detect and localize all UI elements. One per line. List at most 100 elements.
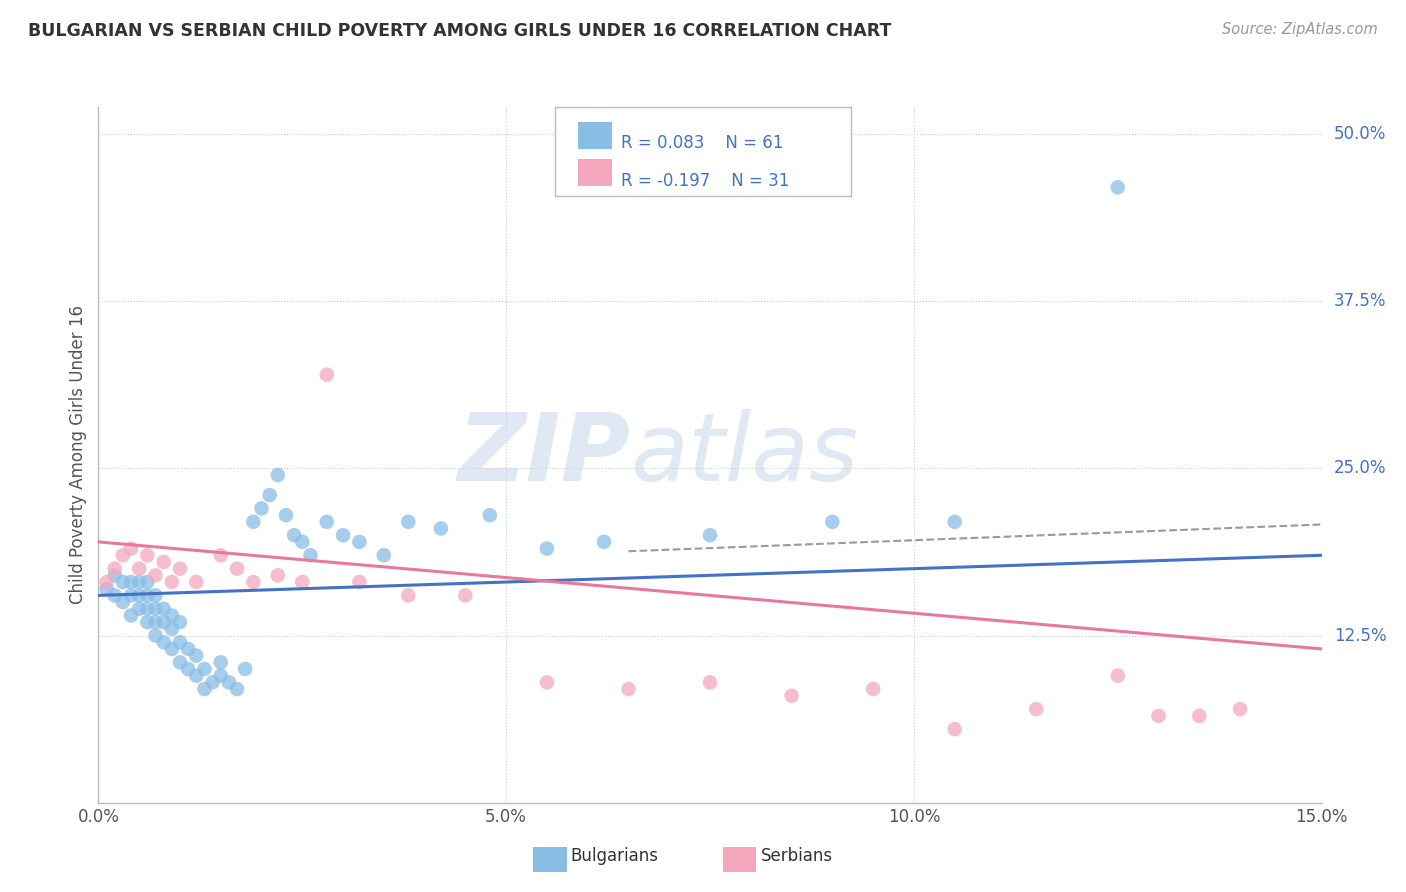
Point — [1107, 180, 1129, 194]
Point — [186, 648, 208, 663]
Point — [1107, 669, 1129, 683]
Point — [193, 681, 215, 696]
Point — [104, 589, 127, 603]
Point — [152, 615, 174, 630]
Point — [209, 548, 232, 563]
Point — [120, 608, 142, 623]
Point — [104, 562, 127, 576]
Point — [396, 515, 419, 529]
Text: 50.0%: 50.0% — [1334, 125, 1386, 143]
Text: Source: ZipAtlas.com: Source: ZipAtlas.com — [1222, 22, 1378, 37]
Point — [780, 689, 803, 703]
Text: BULGARIAN VS SERBIAN CHILD POVERTY AMONG GIRLS UNDER 16 CORRELATION CHART: BULGARIAN VS SERBIAN CHILD POVERTY AMONG… — [28, 22, 891, 40]
Point — [943, 723, 966, 737]
Point — [152, 602, 174, 616]
Point — [821, 515, 844, 529]
Point — [128, 589, 150, 603]
Point — [250, 501, 273, 516]
Point — [315, 515, 337, 529]
Point — [177, 642, 200, 657]
Point — [145, 615, 167, 630]
Point — [299, 548, 322, 563]
Point — [128, 562, 150, 576]
Point — [145, 589, 167, 603]
Point — [136, 615, 159, 630]
Point — [136, 602, 159, 616]
Point — [430, 521, 453, 535]
Point — [136, 575, 159, 590]
Point — [177, 662, 200, 676]
Point — [193, 662, 215, 676]
Point — [145, 568, 167, 582]
Point — [259, 488, 281, 502]
Text: Serbians: Serbians — [761, 847, 832, 865]
Point — [454, 589, 477, 603]
Point — [699, 528, 721, 542]
Point — [1025, 702, 1047, 716]
Point — [169, 562, 191, 576]
Point — [104, 568, 127, 582]
Point — [186, 575, 208, 590]
Point — [1147, 708, 1170, 723]
Point — [169, 635, 191, 649]
Point — [169, 655, 191, 669]
Point — [226, 562, 249, 576]
Point — [373, 548, 395, 563]
Y-axis label: Child Poverty Among Girls Under 16: Child Poverty Among Girls Under 16 — [69, 305, 87, 605]
Point — [201, 675, 224, 690]
Text: ZIP: ZIP — [457, 409, 630, 501]
Point — [291, 535, 314, 549]
Point — [111, 548, 134, 563]
Point — [478, 508, 501, 523]
Point — [242, 575, 264, 590]
Point — [128, 602, 150, 616]
Point — [315, 368, 337, 382]
Point — [145, 628, 167, 642]
Point — [536, 675, 558, 690]
Point — [120, 575, 142, 590]
Text: 12.5%: 12.5% — [1334, 626, 1386, 645]
Point — [120, 589, 142, 603]
Point — [242, 515, 264, 529]
Point — [1229, 702, 1251, 716]
Point — [349, 575, 371, 590]
Point — [96, 582, 118, 596]
Point — [160, 642, 183, 657]
Point — [536, 541, 558, 556]
Point — [169, 615, 191, 630]
Text: 25.0%: 25.0% — [1334, 459, 1386, 477]
Point — [218, 675, 240, 690]
Point — [267, 468, 290, 483]
Point — [617, 681, 640, 696]
Point — [943, 515, 966, 529]
Text: R = -0.197    N = 31: R = -0.197 N = 31 — [621, 171, 790, 190]
Point — [209, 669, 232, 683]
Point — [209, 655, 232, 669]
Point — [128, 575, 150, 590]
Point — [111, 595, 134, 609]
Point — [152, 635, 174, 649]
Point — [593, 535, 616, 549]
Text: Bulgarians: Bulgarians — [571, 847, 659, 865]
Point — [332, 528, 354, 542]
Text: R = 0.083    N = 61: R = 0.083 N = 61 — [621, 134, 783, 152]
Text: 37.5%: 37.5% — [1334, 292, 1386, 310]
Point — [274, 508, 297, 523]
Point — [226, 681, 249, 696]
Point — [152, 555, 174, 569]
Point — [186, 669, 208, 683]
Point — [699, 675, 721, 690]
Point — [291, 575, 314, 590]
Point — [283, 528, 305, 542]
Point — [160, 575, 183, 590]
Point — [111, 575, 134, 590]
Point — [145, 602, 167, 616]
Point — [396, 589, 419, 603]
Point — [267, 568, 290, 582]
Point — [862, 681, 884, 696]
Point — [136, 548, 159, 563]
Point — [120, 541, 142, 556]
Point — [349, 535, 371, 549]
Point — [160, 622, 183, 636]
Point — [233, 662, 256, 676]
